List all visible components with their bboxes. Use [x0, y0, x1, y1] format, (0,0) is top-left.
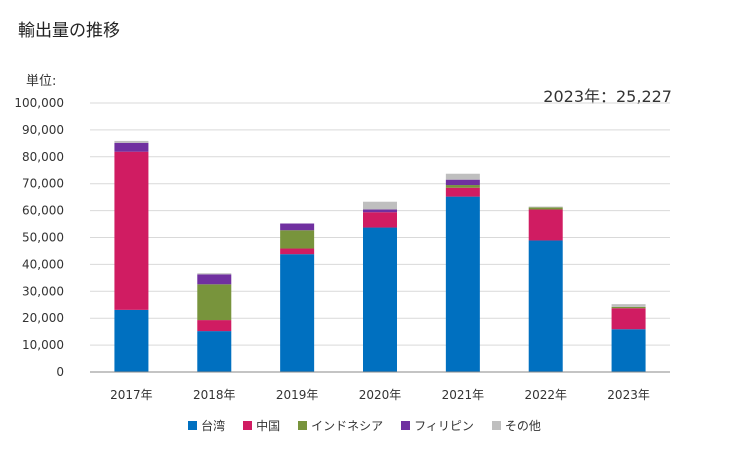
y-tick-label: 0 — [56, 365, 64, 379]
legend-swatch — [188, 421, 198, 430]
y-tick-label: 80,000 — [22, 150, 64, 164]
bar-segment — [280, 230, 315, 249]
bar-segment — [114, 140, 149, 143]
legend-label: 中国 — [256, 419, 281, 433]
legend-swatch — [298, 421, 308, 430]
legend-item: フィリピン — [401, 417, 474, 434]
bar-segment — [197, 331, 232, 372]
bar-segment — [445, 196, 480, 372]
legend-swatch — [491, 421, 501, 430]
y-tick-label: 70,000 — [22, 177, 64, 191]
legend-swatch — [243, 421, 253, 430]
legend-label: 台湾 — [201, 419, 226, 433]
x-tick-label: 2020年 — [359, 388, 402, 402]
bar-segment — [445, 187, 480, 197]
bar-segment — [363, 201, 397, 210]
bar-segment — [363, 209, 397, 213]
bar-segment — [445, 179, 480, 186]
y-tick-label: 10,000 — [22, 338, 64, 352]
y-tick-label: 50,000 — [22, 231, 64, 245]
bar-segment — [280, 254, 315, 372]
legend-label: インドネシア — [311, 419, 384, 433]
bar-segment — [363, 212, 397, 228]
x-tick-label: 2022年 — [524, 388, 567, 402]
y-tick-label: 100,000 — [14, 96, 64, 110]
y-tick-label: 20,000 — [22, 311, 64, 325]
bar-segment — [528, 206, 563, 208]
annotation: 2023年：25,227 — [543, 87, 672, 106]
x-tick-label: 2021年 — [442, 388, 485, 402]
legend-item: その他 — [491, 417, 541, 434]
x-tick-label: 2023年 — [607, 388, 650, 402]
chart-title: 輸出量の推移 — [18, 21, 120, 41]
legend-item: 中国 — [243, 417, 280, 434]
bar-segment — [445, 173, 480, 180]
bar-segment — [114, 309, 149, 372]
bar-segment — [611, 329, 646, 372]
bar-segment — [528, 207, 563, 210]
x-tick-label: 2017年 — [110, 388, 153, 402]
legend-item: 台湾 — [188, 417, 225, 434]
bar-segment — [197, 274, 232, 285]
unit-label: 単位: — [26, 74, 57, 89]
bar-segment — [611, 306, 646, 309]
bar-segment — [280, 248, 315, 255]
legend-item: インドネシア — [298, 417, 383, 434]
bar-segment — [114, 142, 149, 152]
legend-label: フィリピン — [414, 419, 474, 433]
y-tick-label: 90,000 — [22, 123, 64, 137]
bar-segment — [363, 227, 397, 372]
y-tick-label: 60,000 — [22, 204, 64, 218]
y-tick-label: 30,000 — [22, 284, 64, 298]
bar-segment — [611, 304, 646, 307]
x-tick-label: 2018年 — [193, 388, 236, 402]
bar-segment — [197, 320, 232, 332]
bar-segment — [611, 308, 646, 330]
x-tick-label: 2019年 — [276, 388, 319, 402]
legend-swatch — [401, 421, 411, 430]
bar-segment — [197, 273, 232, 275]
bar-segment — [528, 209, 563, 241]
bar-segment — [528, 240, 563, 372]
bar-segment — [445, 185, 480, 188]
bar-segment — [280, 223, 315, 231]
legend-label: その他 — [504, 419, 541, 433]
bar-segment — [197, 284, 232, 321]
bar-segment — [114, 151, 149, 310]
legend: 台湾 中国 インドネシア フィリピン その他 — [0, 417, 729, 434]
y-tick-label: 40,000 — [22, 257, 64, 271]
